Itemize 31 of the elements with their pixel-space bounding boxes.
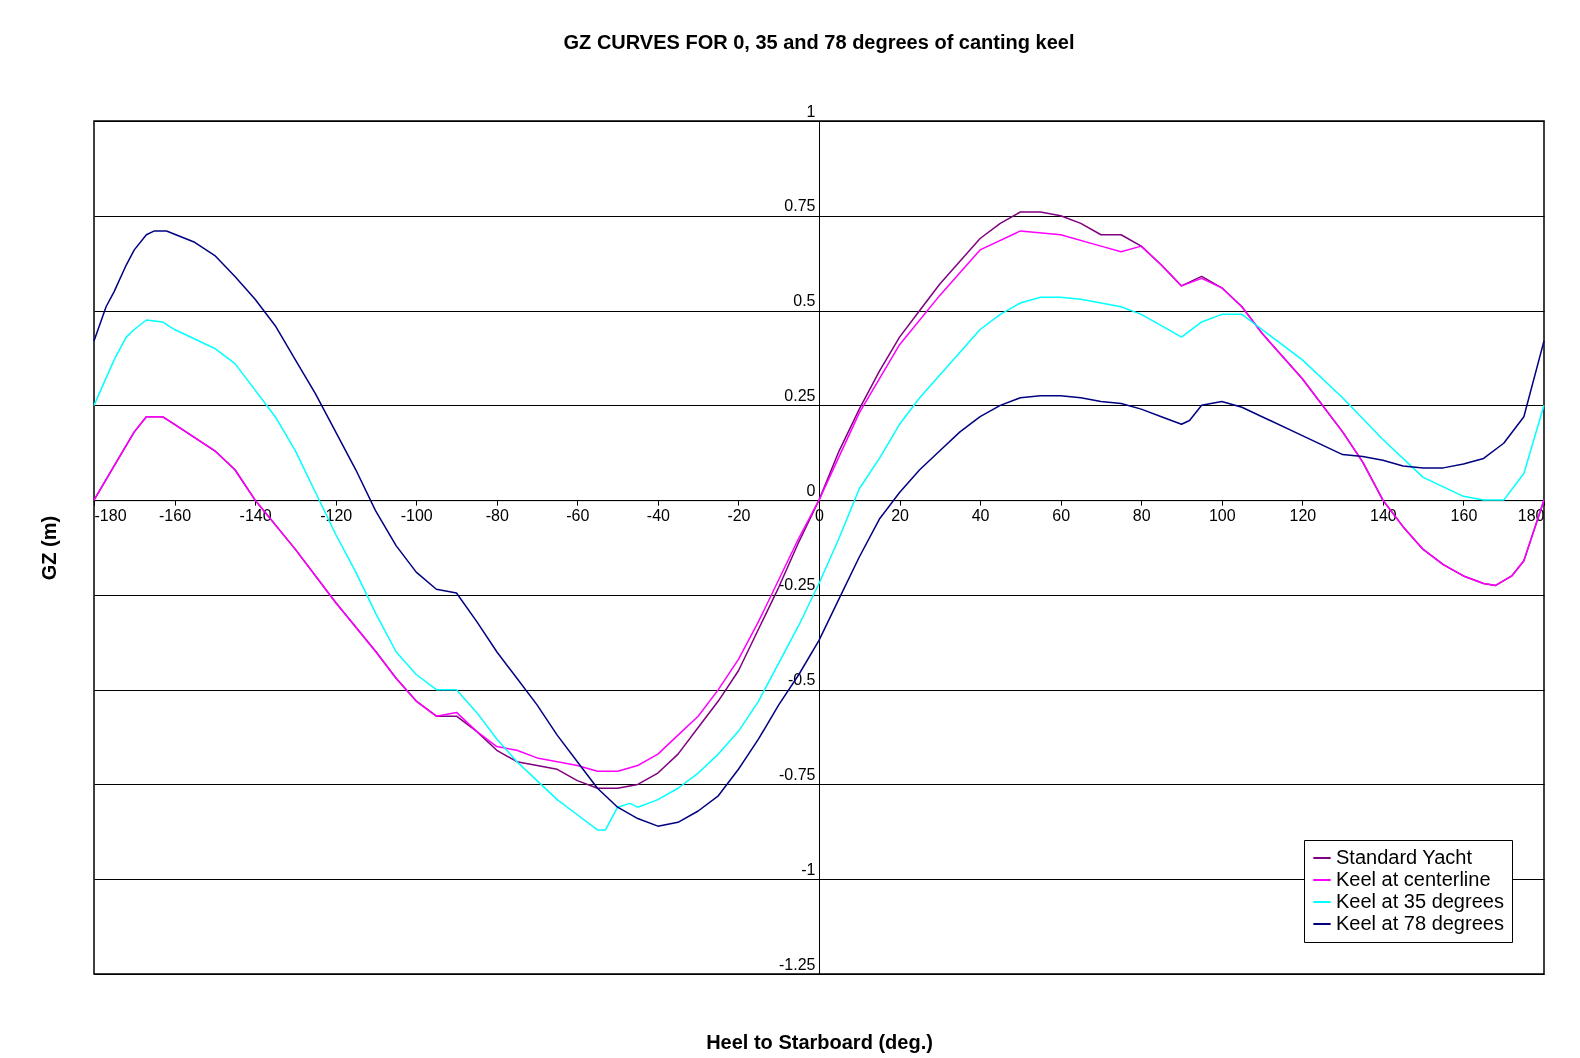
x-tick-label: 160 [1450, 506, 1478, 524]
x-tick-label: -180 [94, 506, 127, 524]
legend-label: Keel at 35 degrees [1336, 890, 1504, 912]
y-tick-label: -1.25 [779, 955, 816, 973]
legend-label: Standard Yacht [1336, 846, 1473, 868]
y-tick-label: 1 [806, 102, 816, 120]
x-tick-label: 40 [971, 506, 990, 524]
x-tick-label: 20 [891, 506, 910, 524]
y-tick-label: 0.5 [793, 292, 816, 310]
x-tick-label: 80 [1132, 506, 1151, 524]
y-tick-label: 0 [806, 481, 816, 499]
x-tick-label: 100 [1208, 506, 1236, 524]
x-tick-label: 140 [1370, 506, 1397, 524]
x-tick-label: -80 [485, 506, 509, 524]
legend-label: Keel at 78 degrees [1336, 912, 1504, 934]
y-tick-label: -0.75 [779, 765, 816, 783]
x-tick-label: -60 [566, 506, 590, 524]
chart-title: GZ CURVES FOR 0, 35 and 78 degrees of canting keel [563, 31, 1075, 53]
y-tick-label: 0.25 [784, 386, 816, 404]
legend-label: Keel at centerline [1336, 868, 1491, 890]
x-tick-label: -100 [400, 506, 433, 524]
x-tick-label: -40 [646, 506, 671, 524]
y-tick-label: 0.75 [784, 197, 816, 215]
x-axis-title: Heel to Starboard (deg.) [706, 1030, 933, 1053]
x-tick-label: -160 [159, 506, 192, 524]
x-tick-label: -20 [727, 506, 751, 524]
y-axis-title: GZ (m) [37, 515, 60, 581]
x-tick-label: 120 [1289, 506, 1317, 524]
y-tick-label: -0.25 [779, 576, 816, 594]
x-tick-label: 60 [1052, 506, 1071, 524]
y-tick-label: -1 [801, 860, 816, 878]
